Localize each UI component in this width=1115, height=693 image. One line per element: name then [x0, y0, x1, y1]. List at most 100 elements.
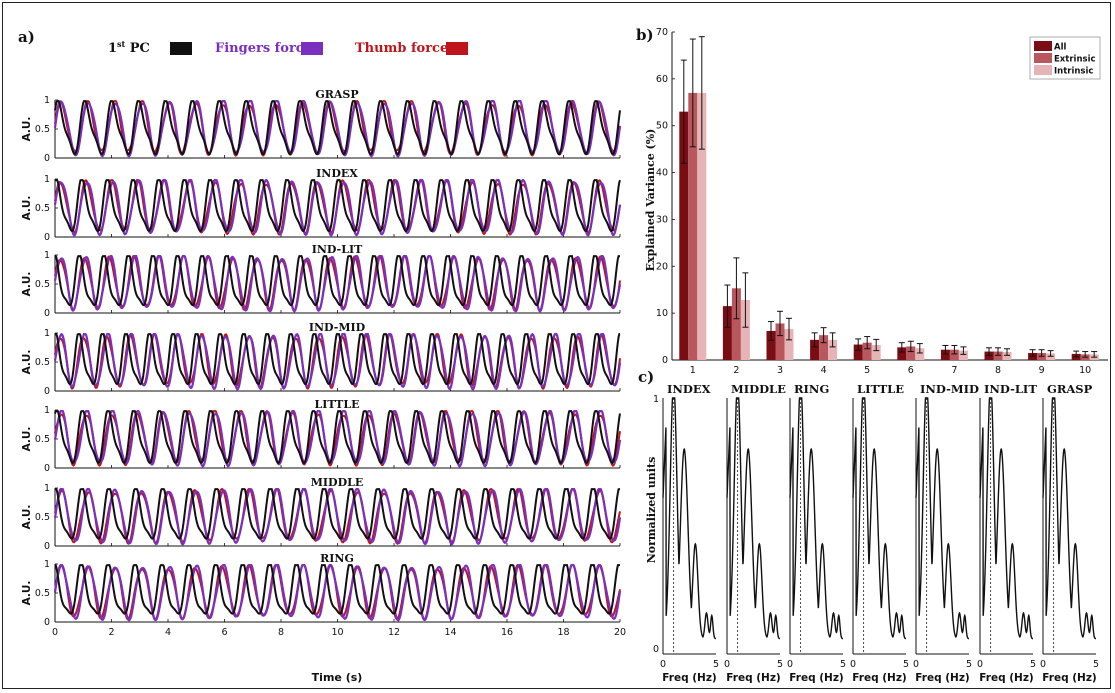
- bar-extrinsic: [775, 323, 785, 360]
- spectrum-x-tick-label: 5: [966, 659, 972, 670]
- series-1st-pc: [54, 100, 621, 156]
- spectrum-ind-mid: IND-MID 0 5 Freq (Hz): [913, 382, 979, 684]
- subplot-y-tick-label: 1: [44, 174, 50, 185]
- subplot-y-tick-label: 1: [44, 250, 50, 261]
- spectrum-x-tick-label: 5: [1030, 659, 1036, 670]
- spectrum-xlabel: Freq (Hz): [726, 672, 780, 684]
- subplot-middle: MIDDLE 0 0.5 1 A.U.: [21, 476, 622, 552]
- spectrum-xlabel: Freq (Hz): [915, 672, 969, 684]
- spectrum-x-tick-label: 5: [713, 659, 719, 670]
- bar-category-label: 7: [951, 365, 957, 376]
- bar-category-label: 9: [1039, 365, 1045, 376]
- subplot-title: LITTLE: [315, 398, 360, 411]
- panel-a-legend: 1st PC Fingers force Thumb force: [108, 39, 468, 56]
- spectrum-ind-lit: IND-LIT 0 5 Freq (Hz): [977, 382, 1037, 684]
- bar-category-label: 3: [777, 365, 783, 376]
- bar-extrinsic: [906, 346, 916, 360]
- subplot-y-tick-label: 0.5: [35, 434, 50, 445]
- spectrum-title: GRASP: [1047, 382, 1093, 396]
- panel-b-letter: b): [636, 26, 654, 44]
- spectrum-curve: [789, 397, 844, 640]
- bar-category-label: 1: [690, 365, 696, 376]
- subplot-y-tick-label: 0: [44, 541, 50, 552]
- spectrum-title: RING: [794, 382, 829, 396]
- subplot-y-tick-label: 1: [44, 559, 50, 570]
- bar-category-label: 8: [995, 365, 1001, 376]
- spectrum-x-tick-label: 5: [777, 659, 783, 670]
- series-fingers-force: [53, 487, 622, 546]
- bar-extrinsic: [819, 335, 829, 360]
- spectrum-title: MIDDLE: [731, 382, 786, 396]
- bar-category-label: 2: [733, 365, 739, 376]
- legend-pc-label: 1st PC: [108, 39, 150, 56]
- bar-y-tick-label: 0: [662, 355, 668, 366]
- subplot-ylabel: A.U.: [21, 196, 33, 221]
- subplot-y-tick-label: 0: [44, 617, 50, 628]
- spectrum-x-tick-label: 0: [1040, 659, 1046, 670]
- spectrum-x-tick-label: 0: [660, 659, 666, 670]
- panel-b-ylabel: Explained Variance (%): [644, 129, 657, 272]
- spectrum-curve: [979, 397, 1034, 640]
- panel-a-xlabel: Time (s): [312, 671, 363, 684]
- x-tick-label: 0: [52, 627, 58, 638]
- bar-all: [679, 111, 689, 361]
- bar-category-label: 6: [908, 365, 914, 376]
- spectrum-curve: [662, 397, 717, 640]
- legend-all-swatch: [1034, 41, 1052, 51]
- x-tick-label: 16: [501, 627, 513, 638]
- spectrum-little: LITTLE 0 5 Freq (Hz): [850, 382, 909, 684]
- legend-intrinsic-label: Intrinsic: [1054, 67, 1093, 77]
- bar-extrinsic: [949, 349, 959, 360]
- subplot-index: INDEX 0 0.5 1 A.U.: [21, 167, 622, 243]
- bar-category-label: 4: [821, 365, 827, 376]
- spectrum-xlabel: Freq (Hz): [662, 672, 716, 684]
- subplot-y-tick-label: 0.5: [35, 124, 50, 135]
- spectrum-x-tick-label: 5: [1093, 659, 1099, 670]
- subplot-ring: RING 0 0.5 1 A.U. 0 2 4 6 8 10 12 14 16 18 20: [21, 552, 626, 638]
- spectrum-x-tick-label: 0: [850, 659, 856, 670]
- subplot-title: MIDDLE: [311, 476, 364, 489]
- subplot-grasp: GRASP 0 0.5 1 A.U.: [21, 88, 622, 164]
- bar-y-tick-label: 60: [656, 74, 668, 85]
- series-fingers-force: [53, 410, 622, 468]
- spectrum-curve: [852, 397, 907, 640]
- spectrum-title: INDEX: [667, 382, 711, 396]
- bar-all: [940, 349, 950, 360]
- series-fingers-force: [53, 564, 622, 622]
- spectrum-x-tick-label: 0: [913, 659, 919, 670]
- spectrum-y-tick-label: 1: [653, 394, 659, 405]
- panel-a-subplots: GRASP 0 0.5 1 A.U. INDEX 0 0.5 1 A.U. IND-LIT 0 0.5 1…: [21, 88, 626, 638]
- spectrum-x-tick-label: 0: [977, 659, 983, 670]
- spectrum-x-tick-label: 0: [724, 659, 730, 670]
- panel-c-ylabel: Normalized units: [645, 457, 658, 564]
- bar-intrinsic: [871, 345, 881, 360]
- series-1st-pc: [54, 255, 620, 307]
- spectrum-index: INDEX 0 5 Freq (Hz) 1 0: [653, 382, 719, 684]
- bar-all: [810, 339, 820, 360]
- panel-b-legend: All Extrinsic Intrinsic: [1029, 36, 1101, 80]
- series-fingers-force: [53, 100, 622, 158]
- spectrum-title: IND-LIT: [984, 382, 1037, 396]
- bar-y-tick-label: 70: [656, 27, 668, 38]
- series-1st-pc: [55, 179, 621, 233]
- panel-a-letter: a): [18, 28, 35, 46]
- subplot-y-tick-label: 1: [44, 483, 50, 494]
- subplot-y-tick-label: 0.5: [35, 203, 50, 214]
- x-tick-label: 8: [278, 627, 284, 638]
- series-1st-pc: [55, 333, 621, 386]
- subplot-y-tick-label: 0: [44, 232, 50, 243]
- bar-y-tick-label: 20: [656, 261, 668, 272]
- spectrum-curve: [915, 397, 970, 640]
- subplot-title: RING: [320, 552, 354, 565]
- subplot-y-tick-label: 0.5: [35, 588, 50, 599]
- x-tick-label: 10: [331, 627, 343, 638]
- x-tick-label: 12: [388, 627, 400, 638]
- panel-b-bar-chart: 0 10 20 30 40 50 60 70 1 2 3 4 5 6 7 8 9 10: [656, 27, 1108, 376]
- subplot-y-tick-label: 0: [44, 308, 50, 319]
- spectrum-y-tick-label: 0: [653, 644, 659, 655]
- bar-category-label: 5: [864, 365, 870, 376]
- subplot-little: LITTLE 0 0.5 1 A.U.: [21, 398, 622, 474]
- series-1st-pc: [55, 488, 620, 540]
- x-tick-label: 2: [108, 627, 114, 638]
- bar-all: [722, 306, 732, 360]
